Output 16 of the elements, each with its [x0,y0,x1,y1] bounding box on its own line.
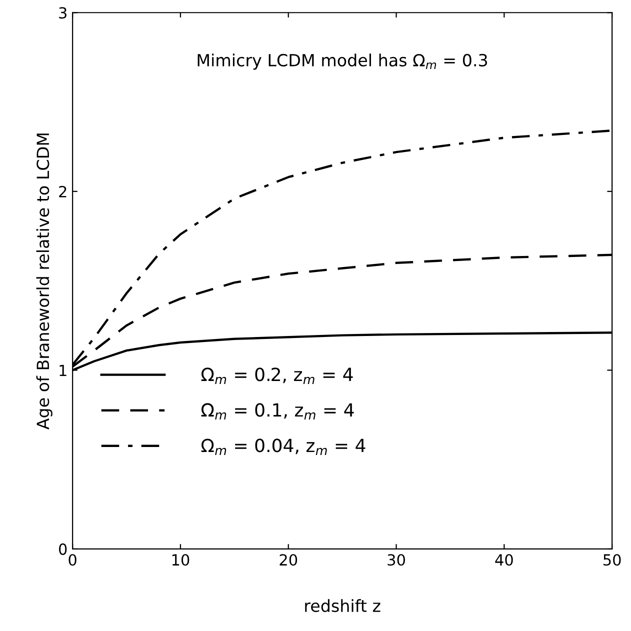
x-tick-label: 40 [495,554,513,566]
legend-label: Ω$_{m}$ = 0.2, z$_{m}$ = 4 [201,368,353,384]
x-tick-label: 30 [388,554,405,566]
legend-label: Ω$_{m}$ = 0.1, z$_{m}$ = 4 [201,403,354,420]
legend-label: Ω$_{m}$ = 0.04, z$_{m}$ = 4 [201,438,366,455]
x-tick-label: 20 [280,554,298,566]
annotation: Mimicry LCDM model has Ω$_{m}$ = 0.3 [198,54,488,70]
y-axis-title: Age of Braneworld relative to LCDM [36,134,52,430]
y-tick-label: 1 [60,364,66,376]
x-tick-label: 50 [604,554,621,566]
x-axis-title: redshift z [305,599,380,612]
y-tick-label: 0 [58,543,67,555]
x-tick-label: 10 [172,554,190,566]
x-tick-label: 0 [68,554,76,566]
y-tick-label: 3 [59,7,66,19]
y-tick-label: 2 [59,186,66,198]
